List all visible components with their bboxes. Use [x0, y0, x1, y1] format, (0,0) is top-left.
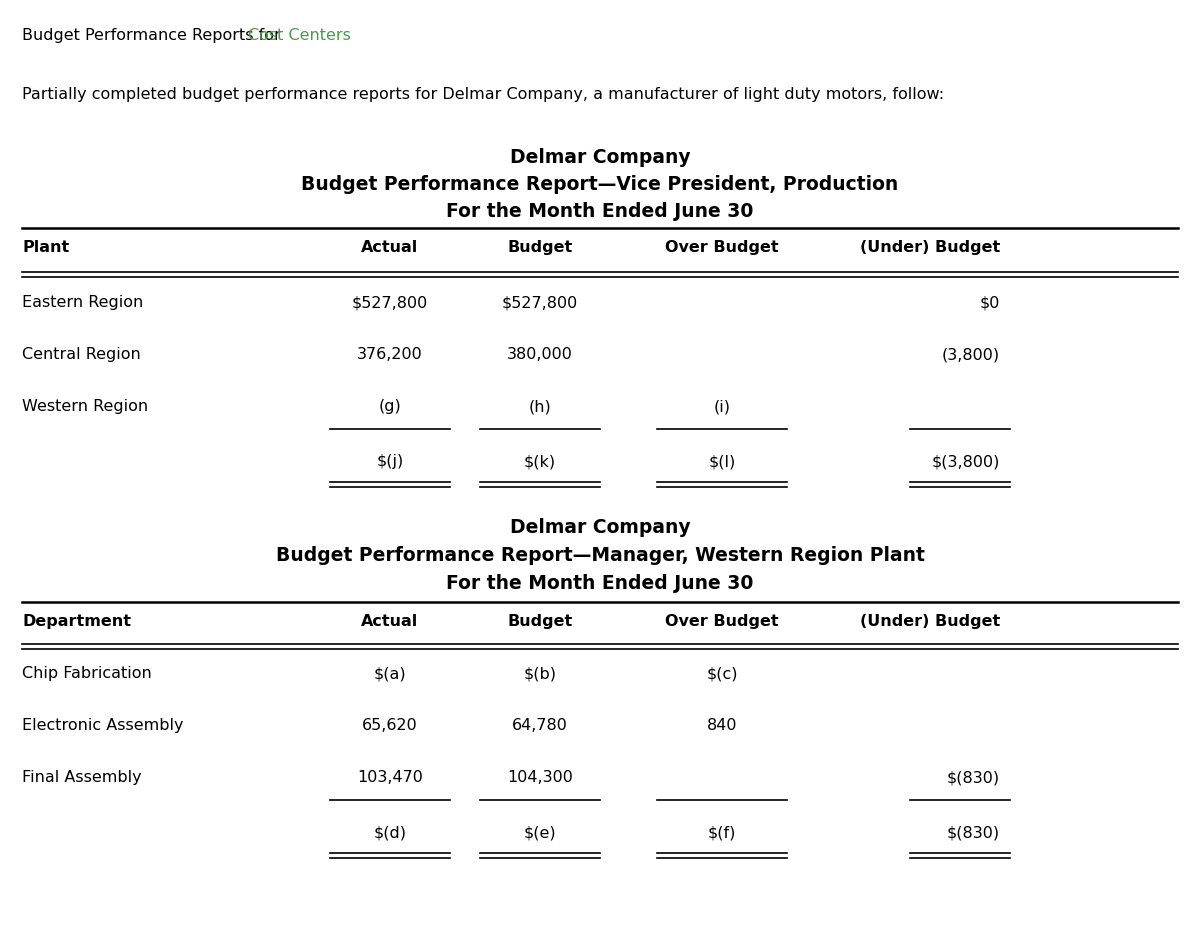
Text: $527,800: $527,800	[352, 295, 428, 310]
Text: Budget Performance Report—Vice President, Production: Budget Performance Report—Vice President…	[301, 175, 899, 194]
Text: For the Month Ended June 30: For the Month Ended June 30	[446, 202, 754, 221]
Text: Final Assembly: Final Assembly	[22, 770, 142, 785]
Text: $(830): $(830)	[947, 770, 1000, 785]
Text: Plant: Plant	[22, 240, 70, 255]
Text: 103,470: 103,470	[358, 770, 422, 785]
Text: Budget: Budget	[508, 614, 572, 629]
Text: (h): (h)	[529, 399, 551, 414]
Text: 840: 840	[707, 718, 737, 733]
Text: 380,000: 380,000	[508, 347, 572, 362]
Text: Electronic Assembly: Electronic Assembly	[22, 718, 184, 733]
Text: Partially completed budget performance reports for Delmar Company, a manufacture: Partially completed budget performance r…	[22, 87, 944, 102]
Text: (g): (g)	[379, 399, 401, 414]
Text: (Under) Budget: (Under) Budget	[859, 614, 1000, 629]
Text: $(j): $(j)	[377, 454, 403, 469]
Text: (3,800): (3,800)	[942, 347, 1000, 362]
Text: Over Budget: Over Budget	[665, 240, 779, 255]
Text: $(830): $(830)	[947, 825, 1000, 840]
Text: $527,800: $527,800	[502, 295, 578, 310]
Text: 104,300: 104,300	[508, 770, 572, 785]
Text: $(3,800): $(3,800)	[931, 454, 1000, 469]
Text: Delmar Company: Delmar Company	[510, 148, 690, 167]
Text: Budget: Budget	[508, 240, 572, 255]
Text: $(b): $(b)	[523, 666, 557, 681]
Text: $(a): $(a)	[373, 666, 407, 681]
Text: Central Region: Central Region	[22, 347, 140, 362]
Text: $(f): $(f)	[708, 825, 736, 840]
Text: Western Region: Western Region	[22, 399, 148, 414]
Text: Budget Performance Reports for: Budget Performance Reports for	[22, 28, 286, 43]
Text: 65,620: 65,620	[362, 718, 418, 733]
Text: Department: Department	[22, 614, 131, 629]
Text: For the Month Ended June 30: For the Month Ended June 30	[446, 574, 754, 593]
Text: Budget Performance Report—Manager, Western Region Plant: Budget Performance Report—Manager, Weste…	[276, 546, 924, 565]
Text: Over Budget: Over Budget	[665, 614, 779, 629]
Text: Cost Centers: Cost Centers	[248, 28, 350, 43]
Text: Actual: Actual	[361, 240, 419, 255]
Text: (Under) Budget: (Under) Budget	[859, 240, 1000, 255]
Text: $(d): $(d)	[373, 825, 407, 840]
Text: Chip Fabrication: Chip Fabrication	[22, 666, 151, 681]
Text: $(e): $(e)	[523, 825, 557, 840]
Text: 64,780: 64,780	[512, 718, 568, 733]
Text: $(k): $(k)	[524, 454, 556, 469]
Text: Delmar Company: Delmar Company	[510, 518, 690, 537]
Text: Actual: Actual	[361, 614, 419, 629]
Text: Eastern Region: Eastern Region	[22, 295, 143, 310]
Text: $0: $0	[979, 295, 1000, 310]
Text: (i): (i)	[714, 399, 731, 414]
Text: $(c): $(c)	[707, 666, 738, 681]
Text: 376,200: 376,200	[358, 347, 422, 362]
Text: $(l): $(l)	[708, 454, 736, 469]
